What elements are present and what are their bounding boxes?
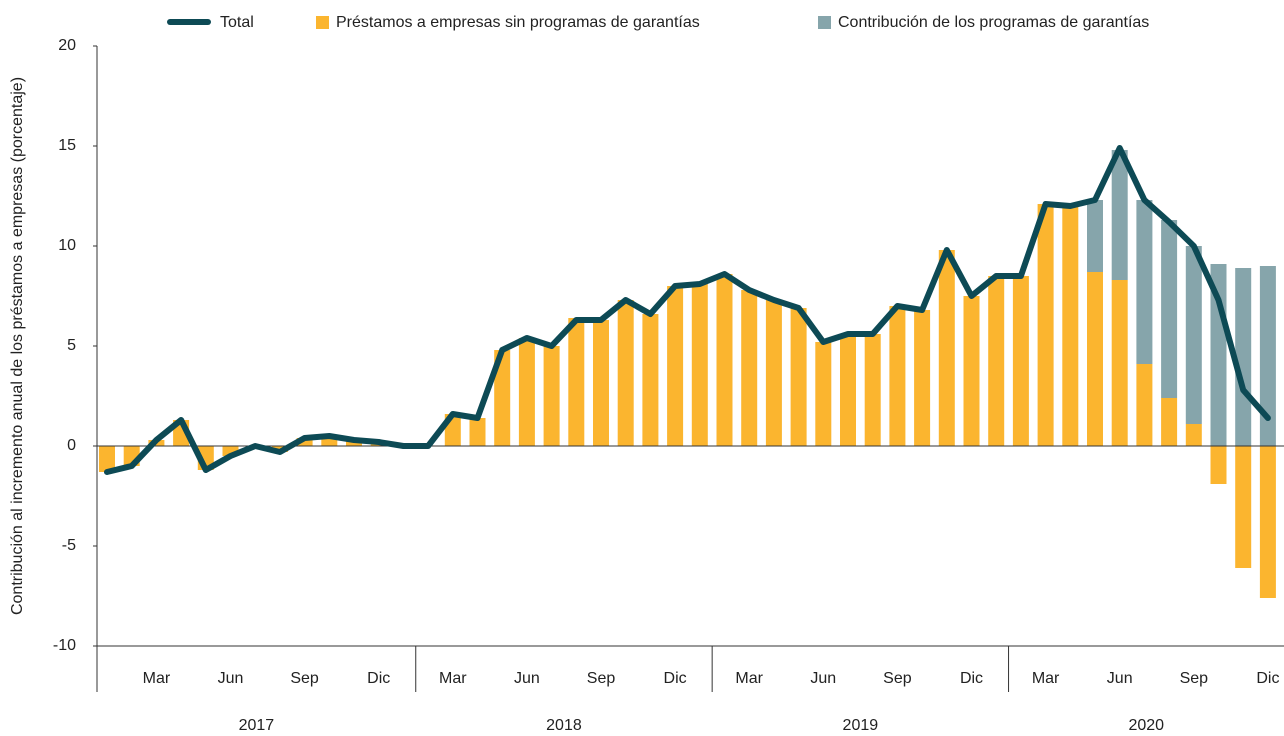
- bar: [765, 300, 782, 446]
- y-tick-label: 15: [58, 137, 76, 154]
- x-tick-label: Jun: [218, 670, 244, 687]
- bar: [1111, 280, 1128, 446]
- bar: [691, 284, 708, 446]
- bar: [518, 338, 535, 446]
- x-tick-label: Sep: [290, 670, 319, 687]
- bar: [1185, 424, 1202, 446]
- bar: [988, 276, 1005, 446]
- bar: [1161, 220, 1178, 398]
- y-tick-label: 0: [67, 437, 76, 454]
- bar: [914, 310, 931, 446]
- bar: [889, 306, 906, 446]
- bar: [568, 318, 585, 446]
- bar: [296, 438, 313, 446]
- bar: [593, 320, 609, 446]
- year-label: 2020: [1128, 717, 1164, 734]
- bar: [1185, 246, 1202, 424]
- line: [104, 145, 1271, 475]
- x-tick-label: Sep: [587, 670, 616, 687]
- x-tick-label: Mar: [735, 670, 763, 687]
- bar: [667, 286, 684, 446]
- bar: [1259, 446, 1276, 598]
- legend-swatch: [316, 16, 329, 29]
- bar: [1087, 200, 1103, 272]
- x-tick-label: Sep: [883, 670, 912, 687]
- bar: [642, 314, 659, 446]
- bar: [1087, 272, 1103, 446]
- legend-swatch: [818, 16, 831, 29]
- bar: [99, 446, 115, 472]
- legend-label: Contribución de los programas de garantí…: [838, 14, 1149, 31]
- bar: [1235, 268, 1252, 446]
- bar: [1136, 364, 1153, 446]
- x-tick-label: Jun: [810, 670, 836, 687]
- year-label: 2018: [546, 717, 582, 734]
- bar: [1210, 446, 1227, 484]
- bar: [222, 446, 239, 456]
- y-tick-label: 10: [58, 237, 76, 254]
- x-tick-label: Dic: [960, 670, 983, 687]
- bar: [864, 334, 881, 446]
- y-tick-label: 20: [58, 37, 76, 54]
- x-tick-label: Dic: [664, 670, 687, 687]
- bar: [1062, 206, 1079, 446]
- year-label: 2017: [239, 717, 275, 734]
- bar: [617, 300, 634, 446]
- bar: [741, 290, 758, 446]
- bar: [543, 346, 560, 446]
- x-tick-label: Jun: [514, 670, 540, 687]
- x-tick-label: Mar: [439, 670, 467, 687]
- bar: [1235, 446, 1252, 568]
- bar: [815, 342, 832, 446]
- bar: [469, 418, 486, 446]
- bar: [494, 350, 511, 446]
- bar: [1161, 398, 1178, 446]
- bar: [790, 308, 807, 446]
- x-tick-label: Jun: [1107, 670, 1133, 687]
- bar: [321, 436, 338, 446]
- x-tick-label: Sep: [1180, 670, 1209, 687]
- bar: [1136, 200, 1153, 364]
- bar: [938, 250, 955, 446]
- y-axis-label: Contribución al incremento anual de los …: [9, 77, 26, 615]
- bar: [1259, 266, 1276, 446]
- bar: [963, 296, 980, 446]
- x-tick-label: Dic: [367, 670, 390, 687]
- legend-label: Préstamos a empresas sin programas de ga…: [336, 14, 700, 31]
- bar: [1037, 204, 1054, 446]
- y-tick-label: -10: [53, 637, 76, 654]
- x-tick-label: Dic: [1256, 670, 1279, 687]
- legend-label: Total: [220, 14, 254, 31]
- y-tick-label: -5: [62, 537, 76, 554]
- bar: [716, 274, 733, 446]
- x-tick-label: Mar: [1032, 670, 1060, 687]
- bar: [1012, 276, 1029, 446]
- year-label: 2019: [843, 717, 879, 734]
- bar: [1111, 150, 1128, 280]
- bar: [840, 334, 856, 446]
- y-tick-label: 5: [67, 337, 76, 354]
- x-tick-label: Mar: [143, 670, 171, 687]
